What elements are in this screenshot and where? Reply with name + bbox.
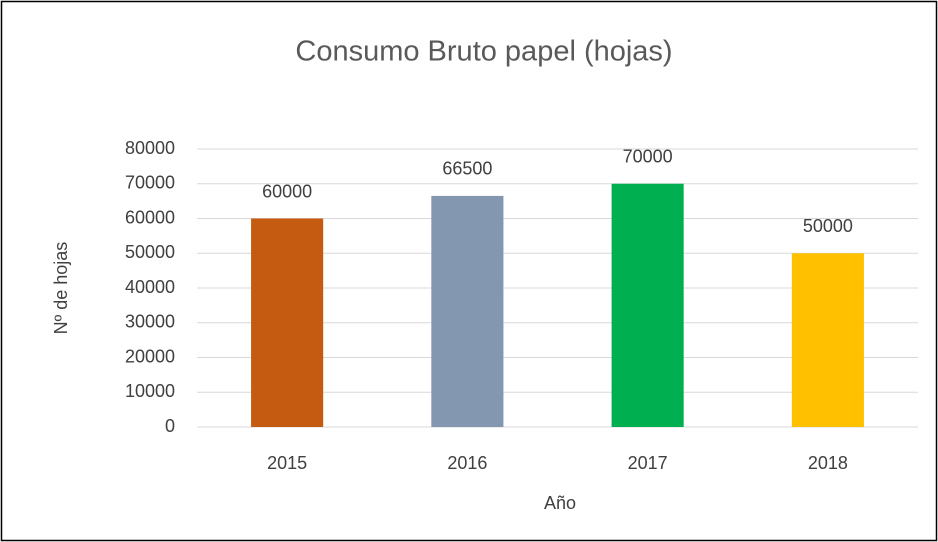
- bar: [251, 218, 324, 427]
- x-tick-label: 2015: [267, 453, 307, 473]
- x-tick-label: 2016: [447, 453, 487, 473]
- y-tick-label: 20000: [125, 346, 175, 366]
- y-tick-label: 70000: [125, 173, 175, 193]
- y-tick-label: 30000: [125, 312, 175, 332]
- bar: [431, 195, 504, 427]
- y-axis-label: Nº de hojas: [51, 242, 71, 335]
- x-tick-label: 2017: [628, 453, 668, 473]
- x-axis-label: Año: [544, 493, 576, 513]
- chart-title: Consumo Bruto papel (hojas): [295, 36, 672, 68]
- y-tick-label: 40000: [125, 277, 175, 297]
- y-tick-label: 50000: [125, 242, 175, 262]
- bar: [611, 183, 684, 427]
- x-tick-label: 2018: [808, 453, 848, 473]
- y-tick-label: 0: [165, 416, 175, 436]
- bar: [791, 253, 864, 427]
- data-label: 70000: [623, 147, 673, 167]
- data-label: 66500: [442, 159, 492, 179]
- data-label: 60000: [262, 181, 312, 201]
- y-tick-label: 60000: [125, 207, 175, 227]
- y-tick-label: 80000: [125, 138, 175, 158]
- data-label: 50000: [803, 216, 853, 236]
- y-tick-label: 10000: [125, 381, 175, 401]
